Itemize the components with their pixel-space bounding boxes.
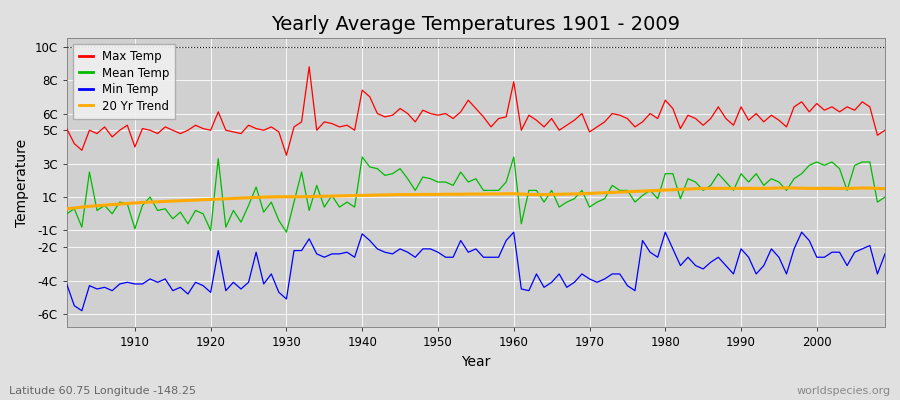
Text: worldspecies.org: worldspecies.org — [796, 386, 891, 396]
Title: Yearly Average Temperatures 1901 - 2009: Yearly Average Temperatures 1901 - 2009 — [272, 15, 680, 34]
Legend: Max Temp, Mean Temp, Min Temp, 20 Yr Trend: Max Temp, Mean Temp, Min Temp, 20 Yr Tre… — [73, 44, 176, 119]
X-axis label: Year: Year — [461, 355, 491, 369]
Y-axis label: Temperature: Temperature — [15, 139, 29, 227]
Text: Latitude 60.75 Longitude -148.25: Latitude 60.75 Longitude -148.25 — [9, 386, 196, 396]
